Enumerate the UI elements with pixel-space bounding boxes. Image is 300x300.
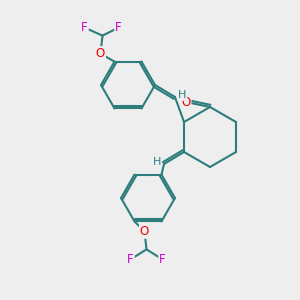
Text: O: O [140,225,149,238]
Text: F: F [127,253,134,266]
Text: H: H [178,90,186,100]
Text: H: H [153,157,161,167]
Text: F: F [159,253,166,266]
Text: O: O [182,95,190,109]
Text: O: O [96,47,105,60]
Text: F: F [115,21,122,34]
Text: F: F [81,21,88,34]
